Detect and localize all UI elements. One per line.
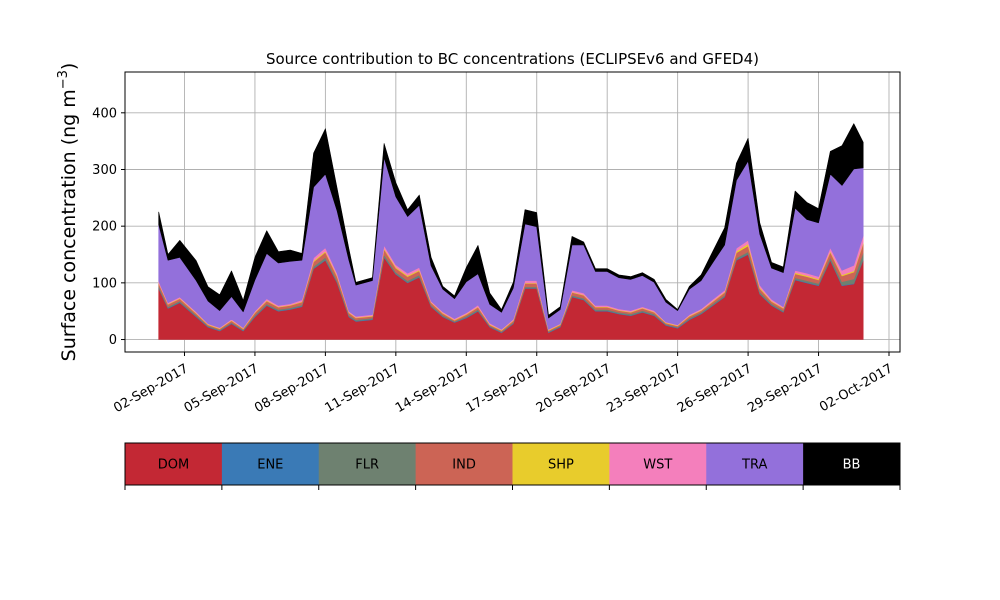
colorbar-label-ind: IND (452, 458, 476, 473)
colorbar-label-dom: DOM (158, 458, 189, 473)
colorbar-swatch-tra (706, 443, 804, 485)
colorbar-label-wst: WST (643, 458, 672, 473)
y-axis-label-superscript: −3 (56, 70, 71, 89)
colorbar-swatch-dom (125, 443, 223, 485)
y-tick-label-0: 0 (109, 333, 117, 348)
colorbar-label-tra: TRA (741, 458, 767, 473)
y-axis-label: Surface concentration (ng m−3) (56, 63, 80, 362)
y-tick-label-3: 300 (92, 163, 117, 178)
y-tick-label-4: 400 (92, 106, 117, 121)
y-tick-label-2: 200 (92, 220, 117, 235)
stacked-area-series (158, 123, 864, 340)
colorbar-label-flr: FLR (355, 458, 379, 473)
area-bb (158, 123, 864, 319)
colorbar-label-ene: ENE (257, 458, 283, 473)
colorbar-swatch-shp (512, 443, 610, 485)
chart-title: Source contribution to BC concentrations… (266, 50, 759, 68)
plot-frame (124, 71, 901, 353)
y-axis: 0 100 200 300 400 (92, 106, 125, 348)
y-tick-label-1: 100 (92, 276, 117, 291)
colorbar-label-bb: BB (843, 458, 861, 473)
colorbar-label-shp: SHP (548, 458, 574, 473)
source-colorbar: DOM ENE FLR IND SHP WST TRA BB (124, 442, 901, 490)
colorbar-swatch-bb (803, 443, 901, 485)
y-axis-label-close: ) (58, 63, 80, 70)
y-axis-label-main: Surface concentration (ng m (58, 89, 80, 361)
colorbar-frame (124, 442, 901, 486)
colorbar-swatch-ind (415, 443, 513, 485)
colorbar-swatch-ene (221, 443, 320, 485)
colorbar-swatch-flr (318, 443, 417, 485)
colorbar-swatch-wst (609, 443, 707, 485)
